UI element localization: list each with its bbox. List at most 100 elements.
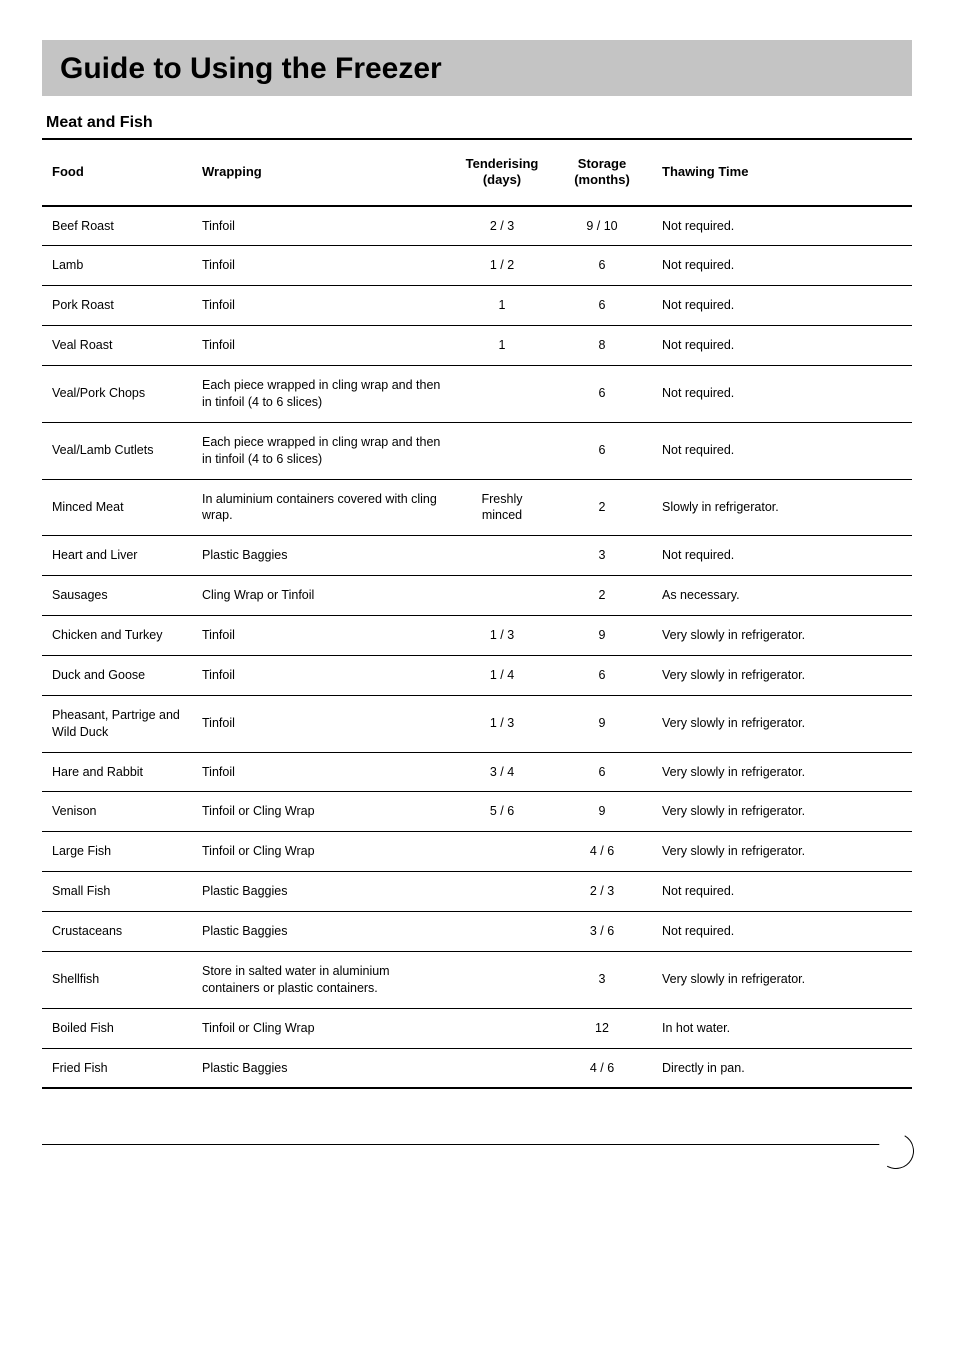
cell-storage: 6	[552, 366, 652, 423]
cell-thawing: Very slowly in refrigerator.	[652, 616, 912, 656]
cell-food: Hare and Rabbit	[42, 752, 192, 792]
cell-food: Sausages	[42, 576, 192, 616]
cell-thawing: Not required.	[652, 872, 912, 912]
cell-thawing: Very slowly in refrigerator.	[652, 752, 912, 792]
cell-wrapping: Cling Wrap or Tinfoil	[192, 576, 452, 616]
cell-food: Beef Roast	[42, 206, 192, 246]
cell-thawing: Slowly in refrigerator.	[652, 479, 912, 536]
cell-storage: 12	[552, 1008, 652, 1048]
cell-food: Heart and Liver	[42, 536, 192, 576]
cell-wrapping: Plastic Baggies	[192, 912, 452, 952]
cell-storage: 8	[552, 326, 652, 366]
cell-thawing: Not required.	[652, 206, 912, 246]
cell-thawing: Not required.	[652, 366, 912, 423]
cell-thawing: Not required.	[652, 246, 912, 286]
cell-thawing: Not required.	[652, 422, 912, 479]
cell-tenderising	[452, 576, 552, 616]
cell-wrapping: Tinfoil or Cling Wrap	[192, 1008, 452, 1048]
cell-food: Small Fish	[42, 872, 192, 912]
cell-thawing: Very slowly in refrigerator.	[652, 695, 912, 752]
cell-storage: 6	[552, 286, 652, 326]
cell-wrapping: Tinfoil	[192, 326, 452, 366]
cell-wrapping: Plastic Baggies	[192, 1048, 452, 1088]
cell-wrapping: Tinfoil	[192, 616, 452, 656]
cell-wrapping: Tinfoil or Cling Wrap	[192, 832, 452, 872]
cell-tenderising	[452, 366, 552, 423]
table-row: SausagesCling Wrap or Tinfoil 2As necessa…	[42, 576, 912, 616]
cell-storage: 6	[552, 752, 652, 792]
cell-food: Large Fish	[42, 832, 192, 872]
table-row: LambTinfoil1 / 26Not required.	[42, 246, 912, 286]
col-header-storage: Storage (months)	[552, 139, 652, 206]
cell-wrapping: In aluminium containers covered with cli…	[192, 479, 452, 536]
cell-storage: 2	[552, 576, 652, 616]
col-header-food: Food	[42, 139, 192, 206]
cell-thawing: As necessary.	[652, 576, 912, 616]
cell-wrapping: Tinfoil	[192, 286, 452, 326]
cell-food: Veal/Lamb Cutlets	[42, 422, 192, 479]
cell-storage: 2 / 3	[552, 872, 652, 912]
cell-tenderising: 5 / 6	[452, 792, 552, 832]
table-row: Heart and LiverPlastic Baggies 3Not requi…	[42, 536, 912, 576]
cell-thawing: Very slowly in refrigerator.	[652, 832, 912, 872]
cell-storage: 3 / 6	[552, 912, 652, 952]
cell-storage: 2	[552, 479, 652, 536]
cell-tenderising: Freshly minced	[452, 479, 552, 536]
section-heading: Meat and Fish	[46, 114, 912, 132]
cell-thawing: In hot water.	[652, 1008, 912, 1048]
footer-divider	[42, 1144, 912, 1145]
cell-storage: 9 / 10	[552, 206, 652, 246]
cell-wrapping: Tinfoil	[192, 655, 452, 695]
table-row: Veal/Pork ChopsEach piece wrapped in cli…	[42, 366, 912, 423]
cell-food: Veal Roast	[42, 326, 192, 366]
cell-storage: 3	[552, 536, 652, 576]
cell-wrapping: Each piece wrapped in cling wrap and the…	[192, 366, 452, 423]
cell-tenderising	[452, 912, 552, 952]
cell-tenderising: 1	[452, 286, 552, 326]
cell-tenderising: 1 / 3	[452, 695, 552, 752]
table-row: Boiled FishTinfoil or Cling Wrap12In hot…	[42, 1008, 912, 1048]
cell-storage: 9	[552, 616, 652, 656]
cell-food: Pheasant, Partrige and Wild Duck	[42, 695, 192, 752]
cell-tenderising: 1 / 3	[452, 616, 552, 656]
cell-food: Shellfish	[42, 951, 192, 1008]
cell-food: Crustaceans	[42, 912, 192, 952]
cell-food: Chicken and Turkey	[42, 616, 192, 656]
cell-storage: 9	[552, 695, 652, 752]
cell-tenderising: 1 / 2	[452, 246, 552, 286]
cell-wrapping: Tinfoil	[192, 695, 452, 752]
cell-tenderising	[452, 1008, 552, 1048]
cell-tenderising: 1	[452, 326, 552, 366]
cell-wrapping: Plastic Baggies	[192, 872, 452, 912]
page-number-bubble	[874, 1129, 918, 1173]
table-row: Hare and RabbitTinfoil3 / 46Very slowly …	[42, 752, 912, 792]
cell-thawing: Very slowly in refrigerator.	[652, 792, 912, 832]
table-row: Pheasant, Partrige and Wild DuckTinfoil1…	[42, 695, 912, 752]
cell-food: Fried Fish	[42, 1048, 192, 1088]
table-row: Fried FishPlastic Baggies4 / 6Directly i…	[42, 1048, 912, 1088]
page-footer	[42, 1144, 912, 1169]
cell-thawing: Not required.	[652, 326, 912, 366]
cell-thawing: Directly in pan.	[652, 1048, 912, 1088]
table-row: Beef RoastTinfoil2 / 39 / 10Not required…	[42, 206, 912, 246]
cell-wrapping: Store in salted water in aluminium conta…	[192, 951, 452, 1008]
page-title: Guide to Using the Freezer	[60, 52, 894, 86]
cell-storage: 3	[552, 951, 652, 1008]
table-row: Large FishTinfoil or Cling Wrap4 / 6Very…	[42, 832, 912, 872]
col-header-wrapping: Wrapping	[192, 139, 452, 206]
cell-wrapping: Tinfoil or Cling Wrap	[192, 792, 452, 832]
table-header: Food Wrapping Tenderising (days) Storage…	[42, 139, 912, 206]
col-header-tenderising: Tenderising (days)	[452, 139, 552, 206]
cell-wrapping: Plastic Baggies	[192, 536, 452, 576]
cell-thawing: Not required.	[652, 286, 912, 326]
cell-tenderising: 1 / 4	[452, 655, 552, 695]
cell-tenderising	[452, 422, 552, 479]
cell-thawing: Not required.	[652, 536, 912, 576]
cell-tenderising	[452, 536, 552, 576]
table-row: CrustaceansPlastic Baggies3 / 6Not requi…	[42, 912, 912, 952]
table-row: Veal/Lamb CutletsEach piece wrapped in c…	[42, 422, 912, 479]
cell-tenderising	[452, 832, 552, 872]
cell-storage: 6	[552, 246, 652, 286]
cell-thawing: Very slowly in refrigerator.	[652, 655, 912, 695]
cell-wrapping: Each piece wrapped in cling wrap and the…	[192, 422, 452, 479]
